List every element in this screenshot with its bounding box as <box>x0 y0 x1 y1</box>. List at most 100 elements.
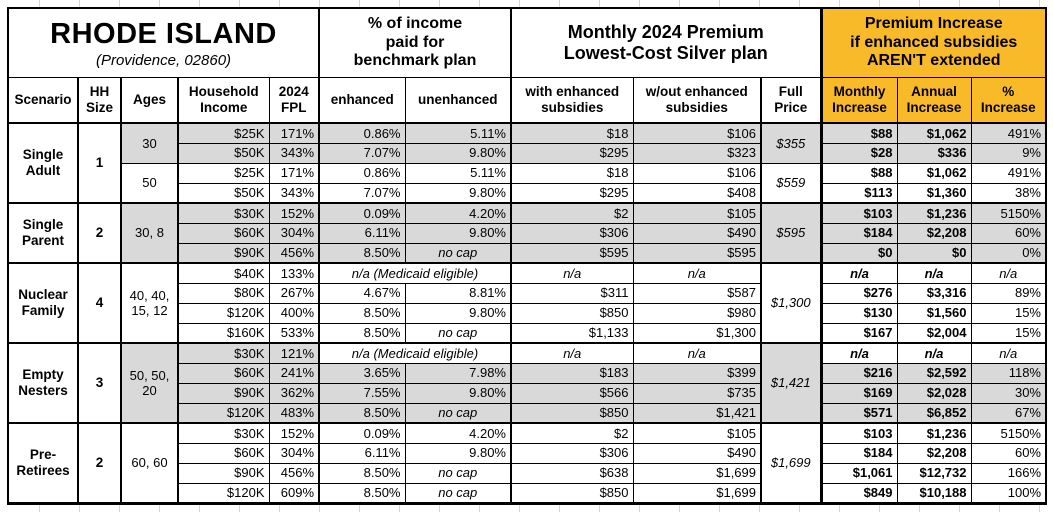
full-price-cell: $1,421 <box>760 342 822 424</box>
income-cell: $90K <box>177 462 270 484</box>
enhanced-pct-cell: 0.86% <box>318 122 406 144</box>
full-price-cell: $1,300 <box>760 262 822 344</box>
with-subsidies-cell: $2 <box>510 422 634 444</box>
with-subsidies-cell: $2 <box>510 202 634 224</box>
fpl-cell: 343% <box>268 142 320 164</box>
enhanced-pct-cell: 8.50% <box>318 242 406 264</box>
table-row: Pre-Retirees 2 60, 60 $30K 152% 0.09% 4.20% $2 $… <box>7 422 1047 504</box>
table-row: Single Parent 2 30, 8 $30K 152% 0.09% 4.20% $2 $… <box>7 202 1047 264</box>
pct-increase-cell: 5150% <box>970 202 1047 224</box>
annual-increase-cell: $1,560 <box>896 302 972 324</box>
income-cell: $25K <box>177 162 270 184</box>
premium-block-header: Monthly 2024 Premium Lowest-Cost Silver … <box>510 7 822 78</box>
income-cell: $120K <box>177 402 270 424</box>
title-row: RHODE ISLAND (Providence, 02860) % of in… <box>7 7 1047 78</box>
income-cell: $50K <box>177 182 270 204</box>
without-subsidies-cell: $1,699 <box>632 462 762 484</box>
table-row: $120K 483% 8.50% no cap $850 $1,421 $571 $6,852… <box>8 402 1047 424</box>
with-subsidies-cell: $18 <box>510 122 634 144</box>
fpl-cell: 152% <box>268 422 320 444</box>
fpl-cell: 343% <box>268 182 320 204</box>
pct-increase-cell: 15% <box>970 302 1047 324</box>
income-cell: $90K <box>177 382 270 404</box>
income-cell: $30K <box>177 202 270 224</box>
with-subsidies-cell: $311 <box>510 282 634 304</box>
unenhanced-pct-cell: 9.80% <box>404 302 512 324</box>
hh-size-cell: 3 <box>77 342 122 424</box>
col-header-monthly-increase: Monthly Increase <box>819 77 898 124</box>
ages-cell: 30, 8 <box>120 202 179 264</box>
enhanced-pct-cell: 7.07% <box>318 142 406 164</box>
pct-increase-cell: n/a <box>970 342 1047 364</box>
col-header-scenario: Scenario <box>7 77 79 124</box>
income-cell: $25K <box>177 122 270 144</box>
income-cell: $60K <box>177 362 270 384</box>
with-subsidies-cell: $566 <box>510 382 634 404</box>
annual-increase-cell: $12,732 <box>896 462 972 484</box>
col-header-with-subsidies: with enhanced subsidies <box>510 77 634 124</box>
fpl-cell: 456% <box>268 242 320 264</box>
scenario-cell: Nuclear Family <box>7 262 79 344</box>
unenhanced-pct-cell: 5.11% <box>404 162 512 184</box>
col-header-ages: Ages <box>120 77 179 124</box>
fpl-cell: 171% <box>268 162 320 184</box>
income-cell: $160K <box>177 322 270 344</box>
pct-increase-cell: 0% <box>970 242 1047 264</box>
monthly-increase-cell: $216 <box>819 362 898 384</box>
annual-increase-cell: $6,852 <box>896 402 972 424</box>
without-subsidies-cell: $408 <box>632 182 762 204</box>
without-subsidies-cell: $980 <box>632 302 762 324</box>
without-subsidies-cell: $1,699 <box>632 482 762 504</box>
enhanced-pct-cell: 8.50% <box>318 322 406 344</box>
table-title-cell: RHODE ISLAND (Providence, 02860) <box>7 7 320 78</box>
monthly-increase-cell: $184 <box>819 222 898 244</box>
monthly-increase-cell: $571 <box>819 402 898 424</box>
with-subsidies-cell: $850 <box>510 402 634 424</box>
fpl-cell: 171% <box>268 122 320 144</box>
with-subsidies-cell: $295 <box>510 142 634 164</box>
unenhanced-pct-cell: 5.11% <box>404 122 512 144</box>
monthly-increase-cell: $28 <box>819 142 898 164</box>
enhanced-pct-cell: 6.11% <box>318 222 406 244</box>
pct-increase-cell: n/a <box>970 262 1047 284</box>
without-subsidies-cell: $587 <box>632 282 762 304</box>
ages-cell: 50 <box>120 162 179 204</box>
scenario-cell: Pre-Retirees <box>7 422 79 504</box>
pct-increase-cell: 67% <box>970 402 1047 424</box>
with-subsidies-cell: $850 <box>510 482 634 504</box>
ages-cell: 30 <box>120 122 179 164</box>
table-row: $60K 304% 6.11% 9.80% $306 $490 $184 $2,208 60% <box>8 442 1047 464</box>
pct-increase-cell: 15% <box>970 322 1047 344</box>
annual-increase-cell: $2,592 <box>896 362 972 384</box>
unenhanced-pct-cell: 9.80% <box>404 222 512 244</box>
premium-comparison-table: RHODE ISLAND (Providence, 02860) % of in… <box>7 7 1047 505</box>
pct-increase-cell: 89% <box>970 282 1047 304</box>
fpl-cell: 483% <box>268 402 320 424</box>
income-cell: $120K <box>177 482 270 504</box>
enhanced-pct-cell: 0.86% <box>318 162 406 184</box>
monthly-increase-cell: $103 <box>819 202 898 224</box>
table-row: $90K 456% 8.50% no cap $638 $1,699 $1,061 $12,7… <box>8 462 1047 484</box>
without-subsidies-cell: $490 <box>632 222 762 244</box>
fpl-cell: 456% <box>268 462 320 484</box>
enhanced-pct-cell: 8.50% <box>318 402 406 424</box>
annual-increase-cell: $1,236 <box>896 422 972 444</box>
table-row: $90K 362% 7.55% 9.80% $566 $735 $169 $2,028 30% <box>8 382 1047 404</box>
unenhanced-pct-cell: 4.20% <box>404 202 512 224</box>
without-subsidies-cell: $106 <box>632 162 762 184</box>
column-header-row: Scenario HH Size Ages Household Income 2… <box>7 77 1047 124</box>
pct-increase-cell: 5150% <box>970 422 1047 444</box>
annual-increase-cell: $2,208 <box>896 442 972 464</box>
without-subsidies-cell: $105 <box>632 202 762 224</box>
without-subsidies-cell: n/a <box>632 262 762 284</box>
income-cell: $120K <box>177 302 270 324</box>
fpl-cell: 304% <box>268 222 320 244</box>
annual-increase-cell: $336 <box>896 142 972 164</box>
pct-increase-cell: 166% <box>970 462 1047 484</box>
monthly-increase-cell: $849 <box>819 482 898 504</box>
col-header-unenhanced: unenhanced <box>404 77 512 124</box>
unenhanced-pct-cell: no cap <box>404 482 512 504</box>
table-row: $80K 267% 4.67% 8.81% $311 $587 $276 $3,316 89% <box>8 282 1047 304</box>
hh-size-cell: 4 <box>77 262 122 344</box>
